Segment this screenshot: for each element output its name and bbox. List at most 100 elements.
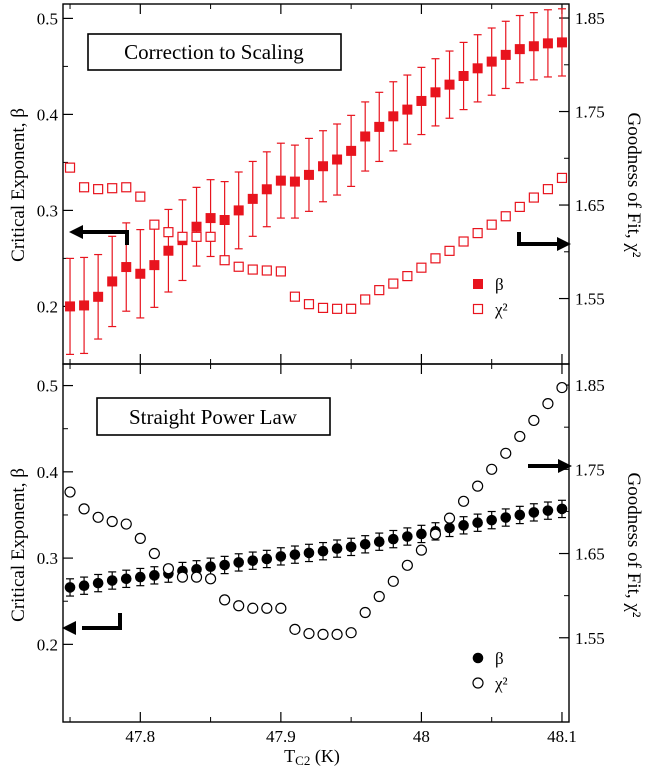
data-point bbox=[219, 559, 230, 571]
y-tick-label-right: 1.75 bbox=[575, 460, 605, 479]
data-point bbox=[261, 184, 272, 195]
data-point bbox=[275, 551, 287, 562]
x-tick-label: 48.1 bbox=[547, 727, 577, 746]
data-point bbox=[303, 627, 315, 640]
data-point bbox=[415, 544, 428, 556]
data-point bbox=[134, 532, 146, 544]
y-tick-label-left: 0.2 bbox=[37, 297, 58, 316]
y-tick-label-right: 1.65 bbox=[575, 196, 605, 215]
x-axis-label: TC2 (K) bbox=[284, 746, 340, 768]
data-point bbox=[120, 518, 132, 530]
data-point bbox=[120, 573, 132, 585]
data-point bbox=[92, 511, 104, 523]
data-point bbox=[416, 95, 427, 106]
data-point bbox=[205, 561, 216, 573]
data-point bbox=[191, 231, 202, 242]
legend-marker bbox=[472, 677, 484, 689]
data-point bbox=[444, 79, 455, 90]
data-point bbox=[289, 176, 300, 187]
data-point bbox=[275, 175, 286, 186]
data-point bbox=[92, 577, 104, 589]
arrow-left bbox=[82, 613, 122, 630]
data-point bbox=[514, 430, 526, 443]
data-point bbox=[402, 104, 413, 115]
data-point bbox=[416, 528, 427, 540]
data-point bbox=[402, 531, 413, 542]
data-point bbox=[500, 447, 512, 459]
data-point bbox=[79, 300, 90, 311]
x-tick-label: 47.9 bbox=[266, 727, 296, 746]
data-point bbox=[219, 594, 231, 606]
data-point bbox=[556, 503, 568, 515]
data-point bbox=[458, 71, 469, 81]
y-tick-label-left: 0.5 bbox=[37, 377, 58, 396]
data-point bbox=[121, 182, 132, 193]
data-point bbox=[247, 264, 258, 275]
y-tick-label-left: 0.5 bbox=[37, 9, 58, 28]
data-point bbox=[514, 44, 525, 55]
x-tick-label: 48 bbox=[413, 727, 430, 746]
data-point bbox=[317, 302, 329, 313]
y-tick-label-left: 0.3 bbox=[37, 201, 58, 220]
data-point bbox=[149, 570, 160, 581]
data-point bbox=[444, 245, 455, 256]
data-point bbox=[247, 602, 259, 614]
data-point bbox=[514, 201, 525, 213]
data-point bbox=[162, 563, 175, 575]
data-point bbox=[233, 557, 244, 568]
data-point bbox=[78, 182, 90, 193]
data-point bbox=[191, 564, 202, 575]
data-point bbox=[374, 121, 385, 132]
data-point bbox=[331, 303, 343, 314]
data-point bbox=[204, 573, 217, 585]
data-point bbox=[233, 600, 245, 612]
data-point bbox=[93, 184, 104, 195]
data-point bbox=[500, 512, 512, 523]
data-point bbox=[107, 183, 118, 194]
data-point bbox=[64, 582, 76, 593]
data-point bbox=[148, 547, 160, 560]
data-point bbox=[106, 575, 118, 586]
data-point bbox=[275, 266, 286, 277]
y-tick-label-right: 1.55 bbox=[575, 629, 605, 648]
data-point bbox=[345, 541, 357, 553]
data-point bbox=[289, 623, 301, 635]
data-point bbox=[78, 580, 90, 592]
data-point bbox=[542, 397, 554, 410]
data-point bbox=[388, 278, 399, 289]
data-point bbox=[458, 520, 469, 531]
data-point bbox=[556, 381, 568, 394]
x-tick-label: 47.8 bbox=[125, 727, 155, 746]
data-point bbox=[205, 231, 216, 242]
data-point bbox=[500, 211, 511, 222]
data-point bbox=[388, 533, 399, 545]
data-point bbox=[401, 559, 413, 571]
series-square-open bbox=[64, 162, 568, 314]
legend-label: χ² bbox=[494, 674, 508, 693]
data-point bbox=[402, 271, 413, 282]
title-box-top: Correction to Scaling bbox=[87, 33, 342, 71]
data-point bbox=[78, 503, 90, 515]
legend: β χ² bbox=[472, 275, 508, 319]
title-box-bottom: Straight Power Law bbox=[96, 397, 331, 436]
y-axis-label-left-bottom: Critical Exponent, β bbox=[8, 468, 29, 622]
data-point bbox=[472, 227, 483, 239]
data-point bbox=[472, 63, 483, 74]
y-axis-label-right-top: Goodness of Fit, χ² bbox=[623, 112, 644, 257]
data-point bbox=[486, 56, 497, 67]
legend-label: χ² bbox=[494, 300, 508, 319]
data-point bbox=[429, 528, 442, 540]
data-point bbox=[135, 268, 146, 279]
y-tick-label-left: 0.3 bbox=[37, 549, 58, 568]
panel-correction-to-scaling: Critical Exponent, β Goodness of Fit, χ²… bbox=[8, 3, 644, 365]
data-point bbox=[303, 299, 315, 310]
chart-title-bottom: Straight Power Law bbox=[129, 405, 298, 429]
data-point bbox=[486, 514, 497, 526]
y-tick-label-right: 1.55 bbox=[575, 290, 605, 309]
data-point bbox=[318, 161, 329, 172]
data-point bbox=[135, 191, 146, 202]
data-point bbox=[107, 276, 118, 287]
data-point bbox=[360, 131, 371, 142]
data-point bbox=[331, 628, 343, 640]
y-tick-label-left: 0.4 bbox=[37, 463, 59, 482]
